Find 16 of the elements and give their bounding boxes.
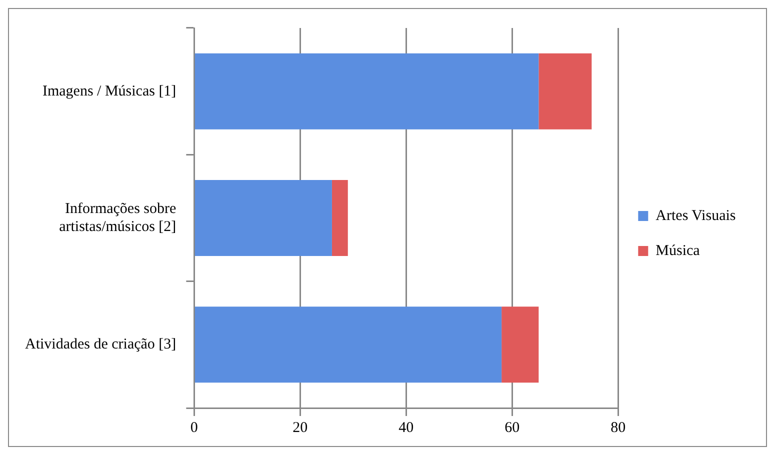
legend-label: Artes Visuais (656, 208, 736, 224)
bar (332, 180, 348, 256)
bar (538, 53, 592, 130)
x-tick-label: 20 (292, 420, 308, 436)
y-tick-label: Imagens / Músicas [1] (42, 83, 176, 100)
x-tick-label: 0 (190, 420, 198, 436)
y-tick-label: Informações sobre artistas/músicos [2] (59, 200, 177, 235)
x-tick-label: 80 (610, 420, 626, 436)
x-tick-label: 40 (398, 420, 414, 436)
x-tick-label: 60 (504, 420, 520, 436)
bar (194, 53, 539, 130)
bar (194, 180, 332, 256)
bar (194, 306, 502, 383)
bar (502, 306, 539, 383)
legend-label: Música (656, 242, 700, 259)
y-tick-label: Atividades de criação [3] (24, 336, 176, 353)
